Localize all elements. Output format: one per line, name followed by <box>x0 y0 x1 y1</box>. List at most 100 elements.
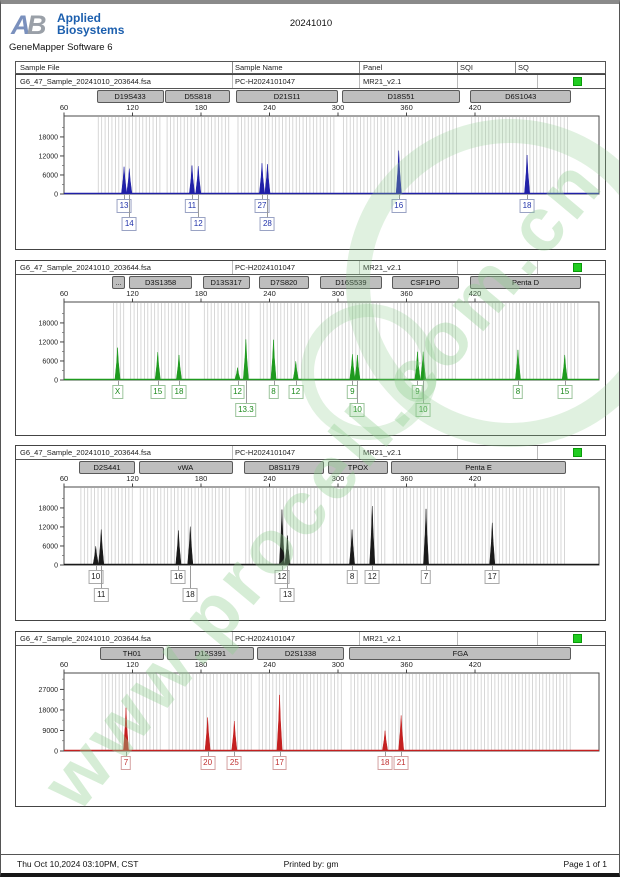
marker-box-D18S51: D18S51 <box>341 90 461 103</box>
column-divider <box>359 632 360 645</box>
electropherogram-panel-1: G6_47_Sample_20241010_203644.fsa PC-H2024… <box>15 74 606 250</box>
allele-label-D8S1179-12: 12 <box>274 570 290 584</box>
svg-text:420: 420 <box>469 103 482 112</box>
column-divider <box>457 261 458 274</box>
logo-line2: Biosystems <box>57 23 125 37</box>
allele-label-leader <box>281 565 283 570</box>
allele-label-leader <box>178 380 180 385</box>
sample-info-row: G6_47_Sample_20241010_203644.fsa PC-H2024… <box>16 261 605 275</box>
marker-box-CSF1PO: CSF1PO <box>392 276 459 289</box>
svg-text:27000: 27000 <box>39 687 59 694</box>
allele-label-leader <box>417 380 419 385</box>
allele-label-leader <box>527 194 529 199</box>
allele-label-leader <box>517 380 519 385</box>
allele-label-leader <box>426 565 428 570</box>
column-divider <box>232 446 233 459</box>
svg-text:60: 60 <box>60 103 68 112</box>
svg-text:0: 0 <box>54 378 58 385</box>
allele-label-Penta D-8: 8 <box>512 385 524 399</box>
allele-label-D6S1043-18: 18 <box>519 199 535 213</box>
allele-label-AMEL-X: X <box>111 385 124 399</box>
column-divider <box>457 62 458 73</box>
column-divider <box>537 75 538 88</box>
marker-box-D7S820: D7S820 <box>258 276 310 289</box>
allele-label-FGA-18: 18 <box>377 756 393 770</box>
allele-label-leader <box>401 751 403 756</box>
allele-label-Penta D-15: 15 <box>557 385 573 399</box>
allele-label-D12S391-25: 25 <box>226 756 242 770</box>
allele-label-D2S441-10: 10 <box>88 570 104 584</box>
marker-box-PentaD: Penta D <box>469 276 582 289</box>
allele-label-D12S391-20: 20 <box>200 756 216 770</box>
electropherogram-plot: 60 120 180 240 300 360 420 0 9000 18000 27000 <box>39 660 600 756</box>
panel-name: MR21_v2.1 <box>363 262 402 272</box>
allele-label-D3S1358-18: 18 <box>171 385 187 399</box>
allele-label-D18S51-16: 16 <box>391 199 407 213</box>
allele-label-TH01-7: 7 <box>120 756 132 770</box>
sample-table-header: Sample File Sample Name Panel SQI SQ <box>15 61 606 74</box>
sq-quality-indicator <box>573 77 582 86</box>
allele-label-leader <box>191 194 193 199</box>
allele-label-leader <box>423 380 425 403</box>
marker-box-D6S1043: D6S1043 <box>469 90 572 103</box>
allele-label-D5S818-12: 12 <box>190 217 206 231</box>
svg-text:360: 360 <box>400 660 413 669</box>
sample-file: G6_47_Sample_20241010_203644.fsa <box>20 447 151 457</box>
svg-text:360: 360 <box>400 474 413 483</box>
allele-label-leader <box>125 751 127 756</box>
sample-name: PC-H2024101047 <box>235 447 296 457</box>
marker-box-vWA: vWA <box>138 461 233 474</box>
allele-label-D7S820-12: 12 <box>288 385 304 399</box>
marker-box-D5S818: D5S818 <box>165 90 231 103</box>
sample-file: G6_47_Sample_20241010_203644.fsa <box>20 633 151 643</box>
electropherogram-plot: 60 120 180 240 300 360 420 0 6000 12000 18000 <box>39 289 600 385</box>
column-divider <box>537 632 538 645</box>
marker-box-D3S1358: D3S1358 <box>128 276 193 289</box>
allele-label-D21S11-27: 27 <box>254 199 270 213</box>
allele-label-CSF1PO-10: 10 <box>415 403 431 417</box>
panel-name: MR21_v2.1 <box>363 447 402 457</box>
allele-label-leader <box>398 194 400 199</box>
allele-label-leader <box>352 565 354 570</box>
col-sqi: SQI <box>460 63 473 72</box>
app-title: GeneMapper Software 6 <box>9 42 113 53</box>
marker-box-D21S11: D21S11 <box>236 90 338 103</box>
col-sq: SQ <box>518 63 529 72</box>
ab-logo-b: B <box>27 10 47 40</box>
svg-text:60: 60 <box>60 660 68 669</box>
marker-box-D2S441: D2S441 <box>79 461 135 474</box>
svg-text:120: 120 <box>126 474 139 483</box>
svg-text:18000: 18000 <box>39 320 59 327</box>
svg-text:180: 180 <box>195 660 208 669</box>
allele-label-leader <box>190 565 192 588</box>
allele-label-leader <box>124 194 126 199</box>
allele-label-leader <box>207 751 209 756</box>
marker-box-TPOX: TPOX <box>328 461 388 474</box>
allele-label-D16S539-10: 10 <box>349 403 365 417</box>
allele-label-leader <box>295 380 297 385</box>
allele-label-leader <box>357 380 359 403</box>
electropherogram-panel-4: G6_47_Sample_20241010_203644.fsa PC-H2024… <box>15 631 606 807</box>
column-divider <box>359 446 360 459</box>
svg-text:300: 300 <box>332 474 345 483</box>
column-divider <box>515 62 516 73</box>
svg-text:0: 0 <box>54 192 58 199</box>
svg-text:0: 0 <box>54 563 58 570</box>
marker-box-PentaE: Penta E <box>391 461 566 474</box>
column-divider <box>232 75 233 88</box>
allele-label-leader <box>178 565 180 570</box>
sample-file: G6_47_Sample_20241010_203644.fsa <box>20 262 151 272</box>
allele-label-leader <box>157 380 159 385</box>
marker-box-D16S539: D16S539 <box>319 276 382 289</box>
svg-text:360: 360 <box>400 289 413 298</box>
allele-label-D2S1338-17: 17 <box>272 756 287 770</box>
allele-label-CSF1PO-9: 9 <box>412 385 423 399</box>
svg-text:12000: 12000 <box>39 339 59 346</box>
svg-text:300: 300 <box>332 660 345 669</box>
svg-text:6000: 6000 <box>42 172 58 179</box>
allele-label-leader <box>372 565 374 570</box>
document-title: 20241010 <box>289 18 333 29</box>
allele-label-leader <box>95 565 97 570</box>
sq-quality-indicator <box>573 263 582 272</box>
